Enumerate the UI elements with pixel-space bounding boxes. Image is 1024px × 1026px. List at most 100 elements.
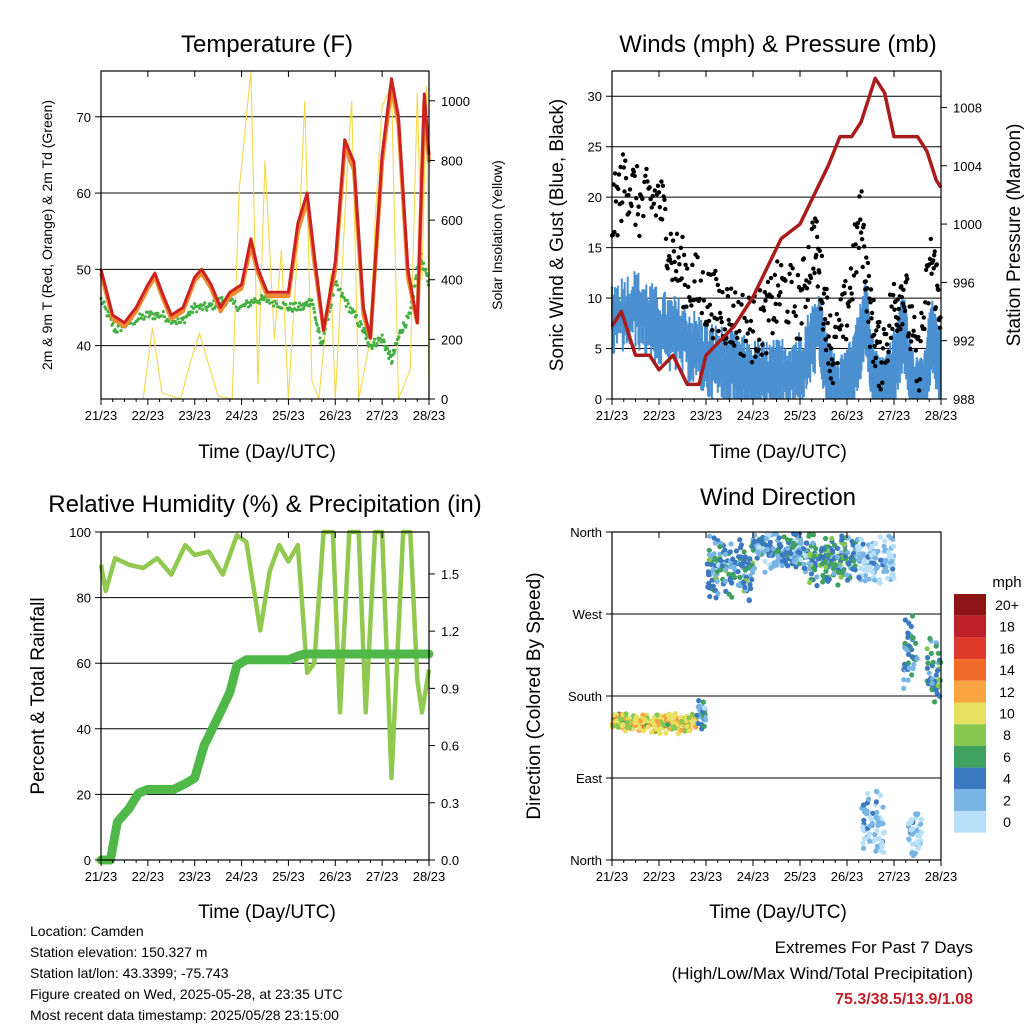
dewpoint-point bbox=[393, 348, 397, 352]
wind-direction-point bbox=[819, 561, 825, 567]
wind-direction-point bbox=[649, 729, 655, 735]
wind-direction-point bbox=[762, 569, 768, 575]
gust-point bbox=[757, 337, 762, 342]
gust-point bbox=[891, 292, 896, 298]
gust-point bbox=[837, 327, 843, 332]
gust-point bbox=[649, 205, 654, 210]
wind-direction-point bbox=[779, 563, 785, 569]
wind-direction-point bbox=[915, 839, 921, 845]
gust-point bbox=[829, 357, 835, 362]
dewpoint-point bbox=[111, 321, 115, 325]
gust-point bbox=[720, 290, 725, 295]
wind-direction-point bbox=[858, 536, 864, 543]
dewpoint-point bbox=[192, 306, 196, 310]
gust-point bbox=[680, 234, 685, 240]
wind-direction-point bbox=[830, 565, 836, 571]
wind-direction-point bbox=[717, 556, 723, 563]
wind-direction-point bbox=[857, 554, 863, 560]
gust-point bbox=[710, 328, 715, 333]
temp-ytick-label: 40 bbox=[77, 339, 91, 354]
dewpoint-point bbox=[173, 319, 177, 323]
speed-legend-swatch bbox=[954, 724, 986, 746]
winds-panel: Winds (mph) & Pressure (mb) 0 5 10 15 20 25 30… bbox=[547, 31, 1024, 463]
dewpoint-point bbox=[424, 267, 428, 271]
wind-direction-point bbox=[873, 788, 880, 795]
direction-ytick-label: North bbox=[570, 853, 602, 868]
gust-point bbox=[820, 327, 826, 332]
wind-direction-point bbox=[829, 548, 836, 554]
humidity-xtick-label: 27/23 bbox=[366, 869, 399, 884]
gust-point bbox=[671, 249, 677, 254]
dewpoint-point bbox=[146, 310, 150, 314]
humidity-ytick-label: 100 bbox=[69, 525, 91, 540]
dewpoint-point bbox=[354, 313, 358, 317]
pressure-y2tick-label: 1004 bbox=[953, 159, 982, 174]
wind-direction-point bbox=[851, 558, 857, 564]
speed-legend-swatch bbox=[954, 789, 986, 811]
wind-direction-point bbox=[614, 723, 620, 729]
rainfall-y2tick-label: 0.6 bbox=[441, 739, 459, 754]
gust-point bbox=[869, 310, 875, 316]
wind-direction-point bbox=[860, 840, 866, 847]
wind-direction-point bbox=[906, 665, 912, 671]
speed-legend-label: 18 bbox=[999, 619, 1015, 635]
gust-point bbox=[834, 311, 839, 317]
dewpoint-point bbox=[143, 315, 147, 319]
gust-point bbox=[674, 231, 680, 236]
gust-point bbox=[665, 266, 670, 271]
wind-direction-point bbox=[746, 597, 752, 604]
dewpoint-point bbox=[113, 328, 117, 332]
wind-direction-point bbox=[666, 711, 673, 717]
solar-y2tick-label: 800 bbox=[441, 153, 463, 168]
pressure-y2tick-label: 992 bbox=[953, 334, 975, 349]
dewpoint-point bbox=[102, 300, 106, 304]
recent-data-text: Most recent data timestamp: 2025/05/28 2… bbox=[30, 1007, 339, 1023]
dewpoint-point bbox=[406, 316, 410, 320]
gust-point bbox=[837, 317, 842, 323]
wind-direction-point bbox=[645, 724, 651, 730]
solar-y2tick-label: 0 bbox=[441, 392, 448, 407]
gust-point bbox=[700, 270, 706, 275]
gust-point bbox=[709, 312, 714, 317]
dewpoint-point bbox=[408, 311, 412, 315]
wind-direction-point bbox=[713, 557, 719, 563]
gust-point bbox=[612, 171, 618, 176]
gust-point bbox=[677, 262, 682, 267]
gust-point bbox=[620, 200, 625, 205]
wind-direction-point bbox=[932, 699, 938, 705]
gust-point bbox=[899, 284, 904, 289]
dewpoint-point bbox=[401, 328, 405, 332]
wind-direction-point bbox=[839, 537, 845, 543]
wind-direction-point bbox=[750, 547, 757, 553]
wind-direction-point bbox=[654, 718, 661, 725]
speed-legend-label: 2 bbox=[1003, 792, 1011, 808]
gust-point bbox=[741, 353, 746, 358]
temp-ytick-label: 50 bbox=[77, 262, 91, 277]
dewpoint-point bbox=[273, 299, 277, 303]
gust-point bbox=[929, 271, 934, 276]
wind-direction-point bbox=[763, 536, 769, 542]
elevation-text: Station elevation: 150.327 m bbox=[30, 944, 208, 960]
wind-direction-point bbox=[820, 579, 826, 585]
wind-direction-point bbox=[840, 568, 846, 574]
gust-point bbox=[878, 387, 883, 392]
wind-direction-point bbox=[862, 573, 869, 579]
wind-direction-point bbox=[873, 565, 880, 571]
gust-point bbox=[815, 234, 820, 240]
gust-point bbox=[778, 290, 783, 295]
gust-point bbox=[674, 269, 679, 274]
wind-direction-point bbox=[882, 538, 888, 544]
gust-point bbox=[821, 291, 827, 296]
gust-point bbox=[902, 304, 907, 310]
gust-point bbox=[851, 273, 857, 278]
wind-direction-point bbox=[764, 546, 771, 553]
gust-point bbox=[866, 273, 872, 279]
wind-direction-point bbox=[929, 681, 935, 687]
wind-direction-point bbox=[867, 823, 874, 829]
dewpoint-point bbox=[422, 261, 426, 265]
dewpoint-point bbox=[201, 307, 205, 312]
wind-direction-point bbox=[775, 557, 781, 564]
gust-point bbox=[824, 286, 829, 292]
gust-point bbox=[732, 343, 737, 348]
dewpoint-point bbox=[375, 341, 379, 346]
